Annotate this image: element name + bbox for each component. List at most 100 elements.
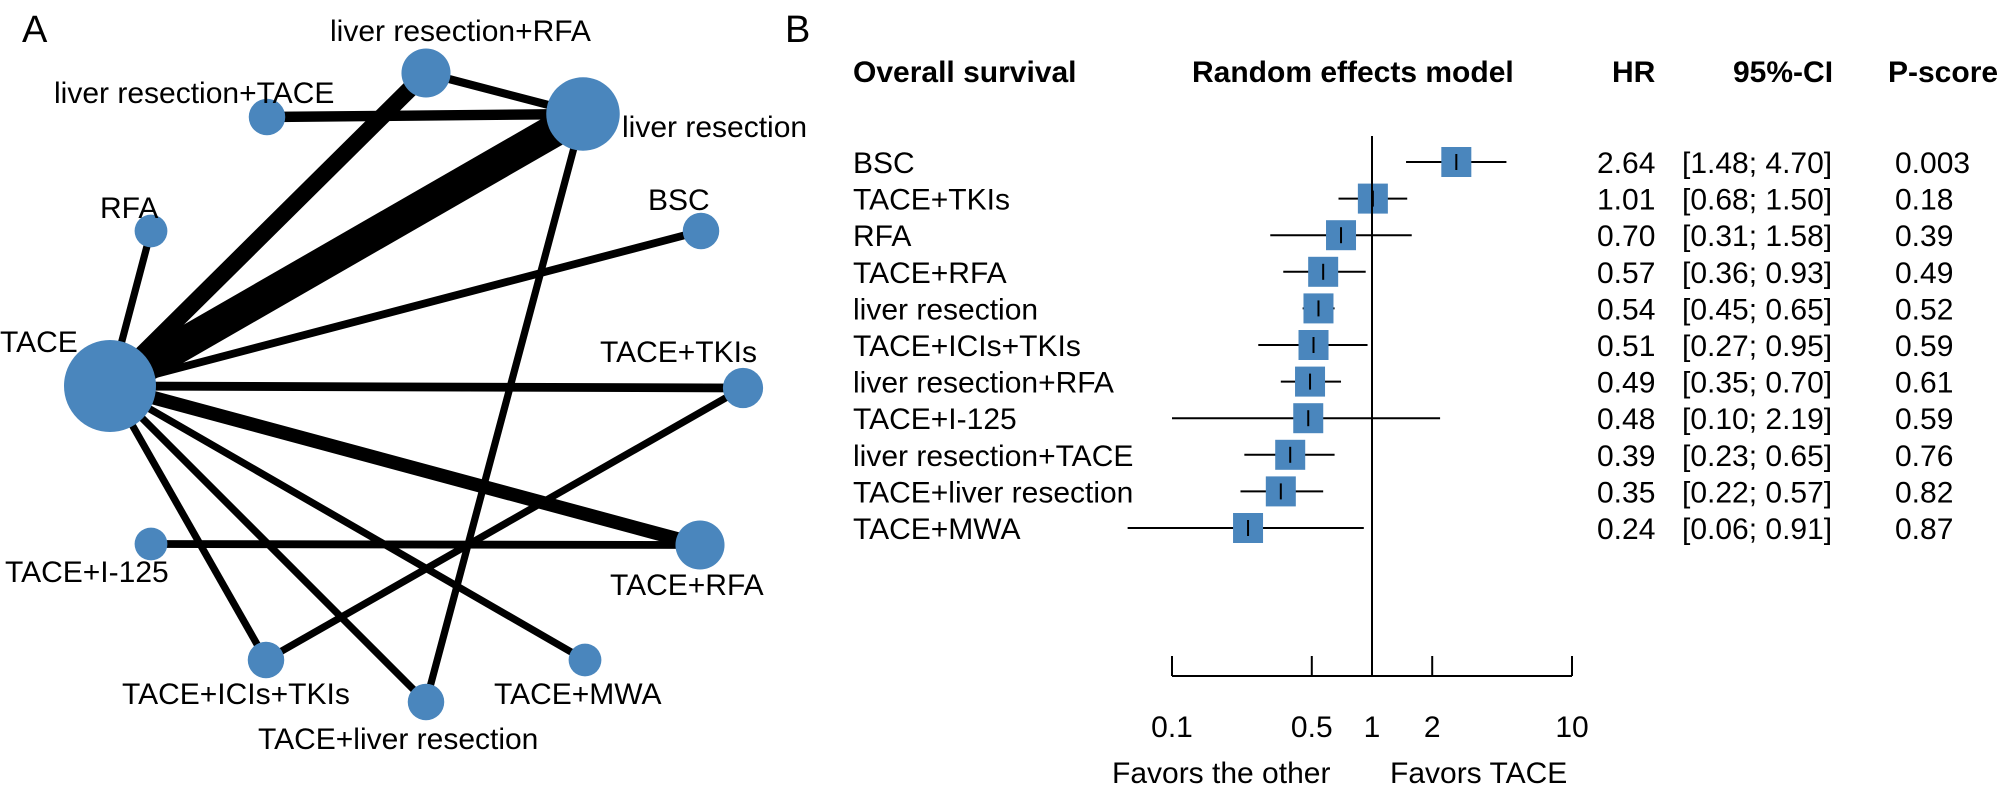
favors-tace-label: Favors TACE — [1390, 757, 1567, 789]
pscore-value: 0.59 — [1895, 330, 1953, 363]
row-label: BSC — [853, 147, 915, 180]
forest-x-axis: 0.1 0.5 1 2 10 — [1151, 136, 1589, 744]
node-label-bsc: BSC — [648, 184, 710, 217]
edge-liver-resection-tace-to-liver-resection — [266, 108, 584, 123]
node-label-rfa: RFA — [100, 192, 158, 225]
node-tace-icis-tkis — [247, 641, 285, 679]
ci-header: 95%-CI — [1733, 56, 1833, 89]
pscore-value: 0.49 — [1895, 257, 1953, 290]
ci-value: [0.27; 0.95] — [1682, 330, 1832, 363]
hr-value: 0.70 — [1597, 220, 1655, 253]
edge-liver-resection-to-tace-liver-resection — [422, 113, 587, 703]
forest-row-liver-resection: liver resection 0.54 [0.45; 0.65] 0.52 — [853, 293, 1953, 326]
hr-header: HR — [1612, 56, 1656, 89]
row-label: TACE+ICIs+TKIs — [853, 330, 1081, 363]
forest-row-tace-tkis: TACE+TKIs 1.01 [0.68; 1.50] 0.18 — [853, 183, 1953, 217]
node-rfa — [134, 214, 168, 248]
hr-value: 0.49 — [1597, 367, 1655, 400]
edge-tace-i-125-to-tace-rfa — [150, 540, 701, 549]
ci-value: [0.23; 0.65] — [1682, 440, 1832, 473]
node-label-tace-i-125: TACE+I-125 — [5, 556, 169, 589]
node-label-tace-rfa: TACE+RFA — [610, 569, 764, 602]
edge-tace-to-tace-icis-tkis — [106, 384, 270, 662]
hr-value: 2.64 — [1597, 147, 1655, 180]
hr-value: 0.39 — [1597, 440, 1655, 473]
pscore-value: 0.39 — [1895, 220, 1953, 253]
forest-row-liver-resection-rfa: liver resection+RFA 0.49 [0.35; 0.70] 0.61 — [853, 366, 1953, 400]
x-tick-label: 1 — [1364, 711, 1381, 744]
node-label-tace-liver-resection: TACE+liver resection — [258, 723, 538, 756]
ci-value: [0.31; 1.58] — [1682, 220, 1832, 253]
pscore-value: 0.003 — [1895, 147, 1970, 180]
pscore-value: 0.82 — [1895, 476, 1953, 509]
forest-row-rfa: RFA 0.70 [0.31; 1.58] 0.39 — [853, 220, 1953, 253]
pscore-value: 0.18 — [1895, 184, 1953, 217]
ci-value: [1.48; 4.70] — [1682, 147, 1832, 180]
row-label: TACE+MWA — [853, 513, 1021, 546]
node-tace-rfa — [675, 520, 725, 570]
row-label: liver resection+TACE — [853, 440, 1133, 473]
node-tace-liver-resection — [407, 683, 445, 721]
row-label: TACE+I-125 — [853, 403, 1017, 436]
forest-row-tace-icis-tkis: TACE+ICIs+TKIs 0.51 [0.27; 0.95] 0.59 — [853, 330, 1953, 363]
row-label: TACE+RFA — [853, 257, 1007, 290]
edge-tace-to-bsc — [109, 227, 702, 390]
edge-tace-to-liver-resection-rfa — [104, 67, 432, 392]
node-tace-tkis — [722, 367, 764, 409]
panel-a-label: A — [22, 9, 48, 51]
node-liver-resection — [546, 77, 620, 151]
forest-title: Overall survival — [853, 56, 1076, 89]
ci-value: [0.45; 0.65] — [1682, 293, 1832, 326]
pscore-value: 0.52 — [1895, 293, 1953, 326]
hr-value: 0.54 — [1597, 293, 1655, 326]
forest-row-tace-mwa: TACE+MWA 0.24 [0.06; 0.91] 0.87 — [853, 513, 1953, 546]
node-label-liver-resection-tace: liver resection+TACE — [54, 77, 334, 110]
hr-value: 1.01 — [1597, 184, 1655, 217]
panel-b-label: B — [785, 9, 810, 51]
edge-tace-to-tace-mwa — [108, 382, 587, 664]
node-label-tace-icis-tkis: TACE+ICIs+TKIs — [122, 678, 350, 711]
network-labels: TACE liver resection liver resection+RFA li… — [0, 15, 807, 756]
node-tace-i-125 — [134, 527, 168, 561]
ci-value: [0.68; 1.50] — [1682, 184, 1832, 217]
ci-value: [0.22; 0.57] — [1682, 476, 1832, 509]
node-label-tace-tkis: TACE+TKIs — [600, 336, 757, 369]
node-bsc — [682, 212, 720, 250]
x-tick-label: 10 — [1555, 711, 1588, 744]
hr-value: 0.57 — [1597, 257, 1655, 290]
pscore-value: 0.61 — [1895, 367, 1953, 400]
node-label-liver-resection-rfa: liver resection+RFA — [330, 15, 591, 48]
ci-value: [0.10; 2.19] — [1682, 403, 1832, 436]
edge-tace-to-liver-resection — [101, 99, 592, 401]
forest-row-tace-rfa: TACE+RFA 0.57 [0.36; 0.93] 0.49 — [853, 256, 1953, 290]
row-label: RFA — [853, 220, 911, 253]
edge-tace-to-tace-rfa — [108, 379, 702, 552]
forest-rows: BSC 2.64 [1.48; 4.70] 0.003 TACE+TKIs 1.01 [0.… — [853, 147, 1970, 546]
ci-value: [0.36; 0.93] — [1682, 257, 1832, 290]
forest-row-bsc: BSC 2.64 [1.48; 4.70] 0.003 — [853, 147, 1970, 180]
x-tick-label: 0.1 — [1151, 711, 1193, 744]
favors-other-label: Favors the other — [1112, 757, 1330, 789]
node-tace-mwa — [568, 643, 602, 677]
pscore-value: 0.76 — [1895, 440, 1953, 473]
node-label-tace: TACE — [0, 326, 78, 359]
network-nodes — [64, 48, 764, 721]
hr-value: 0.24 — [1597, 513, 1655, 546]
edge-tace-icis-tkis-to-tace-tkis — [264, 384, 745, 664]
node-liver-resection-tace — [248, 98, 286, 136]
node-label-liver-resection: liver resection — [622, 111, 807, 144]
x-tick-label: 2 — [1424, 711, 1441, 744]
forest-row-tace-liver-resection: TACE+liver resection 0.35 [0.22; 0.57] 0.82 — [853, 476, 1953, 509]
pscore-value: 0.59 — [1895, 403, 1953, 436]
network-panel: A TACE liver resection liver resection+RFA… — [0, 9, 807, 756]
ci-value: [0.06; 0.91] — [1682, 513, 1832, 546]
edge-tace-to-tace-tkis — [109, 381, 744, 393]
ci-value: [0.35; 0.70] — [1682, 367, 1832, 400]
forest-panel: B Overall survival Random effects model … — [785, 9, 1998, 789]
row-label: TACE+TKIs — [853, 184, 1010, 217]
node-label-tace-mwa: TACE+MWA — [494, 678, 662, 711]
x-tick-label: 0.5 — [1291, 711, 1333, 744]
node-tace — [64, 340, 156, 432]
hr-value: 0.48 — [1597, 403, 1655, 436]
